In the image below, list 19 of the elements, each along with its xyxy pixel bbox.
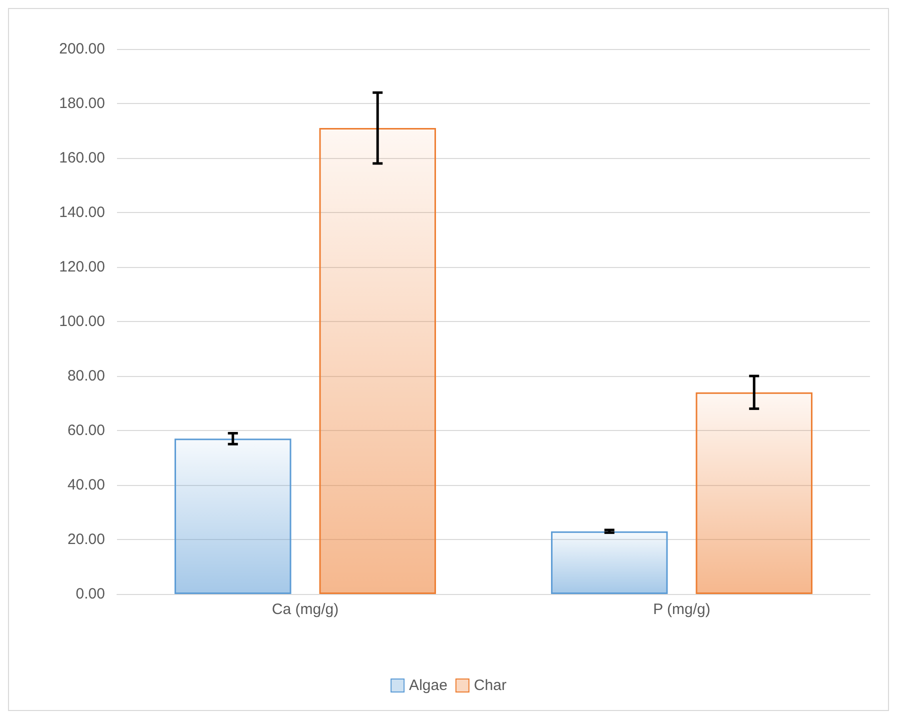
y-tick-label: 120.00: [59, 258, 105, 276]
y-tick-label: 140.00: [59, 204, 105, 221]
bar: [319, 128, 436, 594]
x-tick-label: Ca (mg/g): [272, 601, 339, 618]
bar: [696, 392, 812, 594]
y-tick-label: 180.00: [59, 95, 105, 112]
y-tick-label: 60.00: [67, 422, 105, 439]
y-tick-label: 200.00: [59, 40, 105, 58]
legend-label: Char: [474, 677, 506, 694]
y-tick-label: 0.00: [76, 586, 105, 602]
bar: [551, 531, 668, 594]
y-tick-label: 100.00: [59, 313, 105, 330]
y-tick-label: 160.00: [59, 150, 105, 166]
y-tick-label: 80.00: [67, 368, 105, 384]
y-tick-label: 40.00: [67, 476, 105, 494]
legend-label: Algae: [409, 677, 448, 694]
x-tick-label: P (mg/g): [653, 601, 710, 618]
bar: [174, 438, 292, 594]
y-tick-label: 20.00: [67, 531, 105, 548]
